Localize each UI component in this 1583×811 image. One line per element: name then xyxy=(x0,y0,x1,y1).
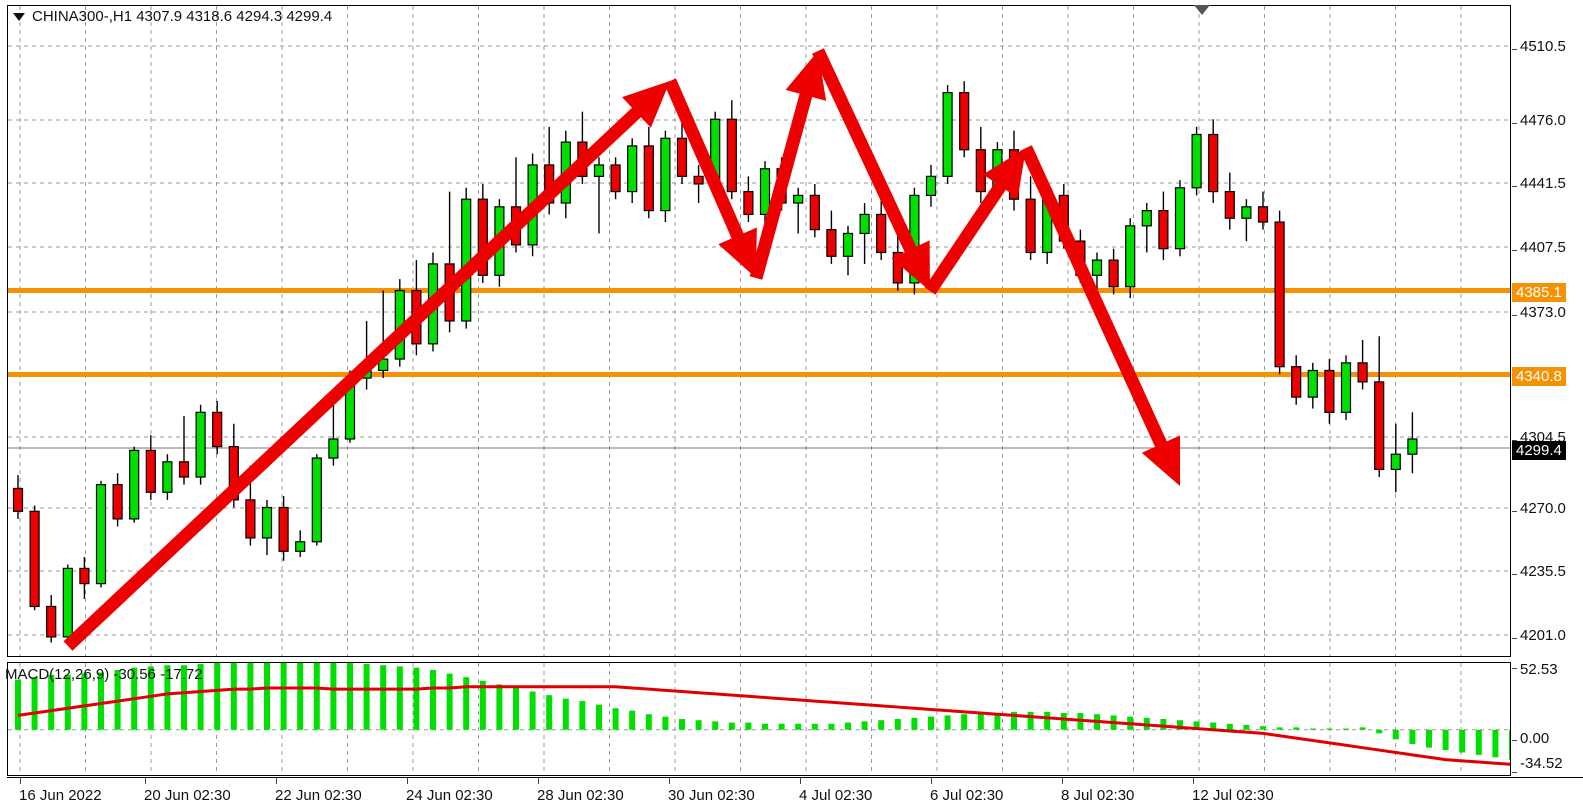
time-axis-scale[interactable]: 16 Jun 2022 20 Jun 02:30 22 Jun 02:30 24 Ju… xyxy=(7,777,1583,811)
macd-histogram xyxy=(15,663,1510,760)
time-tick-mark xyxy=(276,778,277,784)
level-price-tag[interactable]: 4385.1 xyxy=(1512,283,1566,302)
macd-tick-mark xyxy=(1512,772,1517,773)
time-tick-mark xyxy=(931,778,932,784)
trend-arrow-annotations xyxy=(63,48,1181,651)
price-tick-mark xyxy=(1512,511,1517,512)
last-price-tag[interactable]: 4299.4 xyxy=(1512,441,1566,460)
price-tick-label: 4235.5 xyxy=(1520,563,1566,580)
price-tick-label: 4441.5 xyxy=(1520,175,1566,192)
macd-legend: MACD(12,26,9) -30.56 -17.72 xyxy=(5,666,203,683)
macd-tick-label: 0.00 xyxy=(1520,730,1550,747)
price-tick-label: 4201.0 xyxy=(1520,627,1566,644)
time-tick-mark xyxy=(538,778,539,784)
macd-tick-mark xyxy=(1512,740,1517,741)
time-tick-mark xyxy=(1193,778,1194,784)
candlestick-series xyxy=(12,81,1418,643)
price-legend: CHINA300-,H1 4307.9 4318.6 4294.3 4299.4 xyxy=(13,8,332,25)
time-tick-label: 8 Jul 02:30 xyxy=(1061,787,1135,804)
time-tick-mark xyxy=(800,778,801,784)
price-tick-label: 4270.0 xyxy=(1520,500,1566,517)
time-tick-label: 12 Jul 02:30 xyxy=(1192,787,1274,804)
time-tick-label: 24 Jun 02:30 xyxy=(406,787,493,804)
time-tick-label: 30 Jun 02:30 xyxy=(668,787,755,804)
time-tick-mark xyxy=(20,778,21,784)
price-chart-panel[interactable] xyxy=(7,5,1511,657)
triangle-down-marker xyxy=(1194,5,1210,15)
time-tick-label: 6 Jul 02:30 xyxy=(930,787,1004,804)
macd-axis-scale[interactable]: 52.53 0.00 -34.52 xyxy=(1512,662,1583,776)
price-tick-label: 4510.5 xyxy=(1520,38,1566,55)
time-tick-mark xyxy=(1062,778,1063,784)
macd-plot-canvas[interactable] xyxy=(8,663,1510,775)
price-tick-mark xyxy=(1512,250,1517,251)
macd-tick-label: -34.52 xyxy=(1520,755,1563,772)
price-tick-label: 4373.0 xyxy=(1520,304,1566,321)
macd-tick-label: 52.53 xyxy=(1520,661,1558,678)
price-tick-label: 4407.5 xyxy=(1520,239,1566,256)
triangle-down-icon[interactable] xyxy=(13,12,25,21)
price-tick-mark xyxy=(1512,49,1517,50)
price-plot-canvas[interactable] xyxy=(8,6,1510,656)
time-tick-label: 22 Jun 02:30 xyxy=(275,787,362,804)
macd-legend-text: MACD(12,26,9) -30.56 -17.72 xyxy=(5,666,203,683)
price-axis-scale[interactable]: 4510.5 4476.0 4441.5 4407.5 4373.0 4304.5 4270… xyxy=(1512,5,1583,657)
time-tick-mark xyxy=(669,778,670,784)
macd-signal-line xyxy=(17,685,1510,766)
macd-indicator-panel[interactable] xyxy=(7,662,1511,776)
price-tick-mark xyxy=(1512,638,1517,639)
level-price-tag[interactable]: 4340.8 xyxy=(1512,367,1566,386)
price-legend-text: CHINA300-,H1 4307.9 4318.6 4294.3 4299.4 xyxy=(32,8,333,25)
price-tick-mark xyxy=(1512,186,1517,187)
time-tick-mark xyxy=(145,778,146,784)
time-tick-label: 28 Jun 02:30 xyxy=(537,787,624,804)
macd-tick-mark xyxy=(1512,668,1517,669)
time-tick-mark xyxy=(407,778,408,784)
price-tick-label: 4476.0 xyxy=(1520,112,1566,129)
price-level-lines xyxy=(8,288,1510,449)
time-tick-label: 20 Jun 02:30 xyxy=(144,787,231,804)
price-tick-mark xyxy=(1512,315,1517,316)
price-tick-mark xyxy=(1512,574,1517,575)
price-gridlines xyxy=(8,6,1510,656)
price-tick-mark xyxy=(1512,440,1517,441)
time-tick-label: 16 Jun 2022 xyxy=(19,787,102,804)
time-tick-label: 4 Jul 02:30 xyxy=(799,787,873,804)
price-tick-mark xyxy=(1512,123,1517,124)
